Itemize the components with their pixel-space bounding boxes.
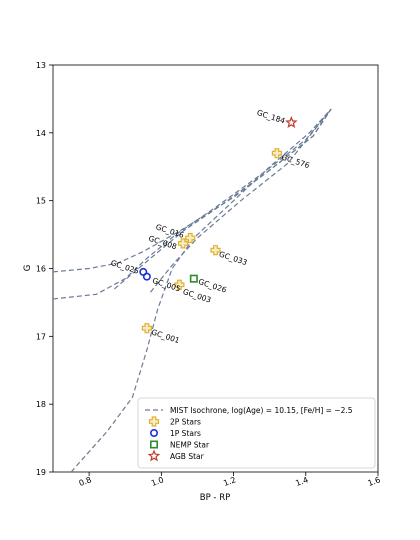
data-point: [285, 116, 298, 129]
isochrone: [53, 108, 332, 472]
data-point: [271, 148, 282, 159]
x-tick-label: 1.6: [367, 475, 382, 488]
data-point: [185, 232, 196, 244]
x-tick-label: 1.2: [222, 475, 237, 488]
legend-swatch: [147, 449, 161, 462]
legend-swatch: [150, 440, 159, 449]
x-axis-label: BP - RP: [200, 493, 230, 503]
legend-swatch: [148, 416, 160, 427]
data-point: [174, 279, 185, 290]
y-axis-label: G: [23, 265, 33, 272]
axis-ticks: 0.8 1.0 1.2 1.4 1.6 13 14 15 16 17 18 19: [36, 61, 382, 488]
star-points: [139, 116, 298, 334]
y-tick-label: 16: [36, 265, 46, 274]
isochrone-line: [70, 108, 332, 472]
legend: MIST Isochrone, log(Age) = 10.15, [Fe/H]…: [137, 397, 376, 469]
isochrone-line: [114, 108, 332, 290]
y-tick-label: 17: [36, 332, 46, 341]
legend-box: [137, 397, 376, 469]
legend-label: MIST Isochrone, log(Age) = 10.15, [Fe/H]…: [170, 406, 353, 415]
legend-label: 1P Stars: [170, 429, 201, 438]
x-tick-label: 1.4: [294, 475, 309, 488]
legend-label: NEMP Star: [170, 441, 210, 450]
data-point: [142, 272, 151, 281]
y-tick-label: 14: [36, 129, 46, 138]
x-tick-label: 0.8: [78, 475, 93, 488]
legend-swatch: [150, 428, 159, 437]
y-tick-label: 13: [36, 61, 46, 70]
y-tick-label: 19: [36, 468, 46, 477]
legend-label: 2P Stars: [170, 418, 201, 427]
data-point: [141, 323, 152, 334]
data-point: [177, 238, 189, 249]
data-point: [189, 274, 198, 283]
isochrone-line: [150, 108, 332, 293]
y-tick-label: 18: [36, 400, 46, 409]
legend-label: AGB Star: [170, 452, 205, 461]
y-tick-label: 15: [36, 197, 46, 206]
x-tick-label: 1.0: [150, 475, 165, 488]
data-point: [210, 245, 221, 256]
